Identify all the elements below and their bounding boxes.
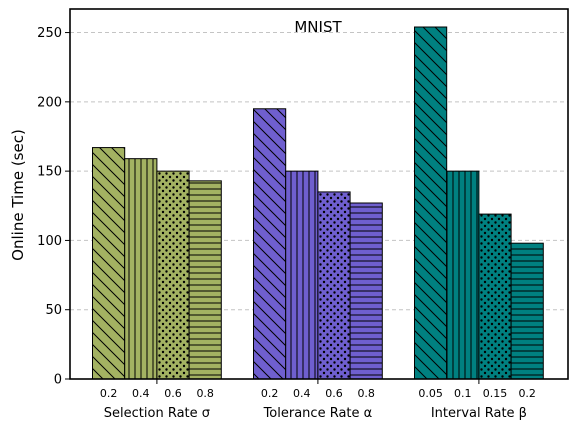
plot-frame [69,8,569,380]
y-tick-label: 0 [54,373,62,388]
bar [92,147,126,380]
x-tick-label: 0.15 [483,387,508,400]
x-group-label: Selection Rate σ [104,406,210,421]
bar [188,180,222,380]
x-tick-label: 0.1 [454,387,472,400]
y-axis-label: Online Time (sec) [9,129,27,261]
bar [156,170,190,380]
chart-title: MNIST [294,18,342,36]
x-tick-label: 0.4 [293,387,311,400]
bar [124,158,158,380]
y-tick-label: 200 [37,95,62,110]
y-tick-label: 150 [37,165,62,180]
bar [414,26,448,380]
x-tick-label: 0.6 [164,387,182,400]
x-tick-label: 0.2 [100,387,118,400]
bar [446,170,480,380]
x-group-label: Tolerance Rate α [263,406,373,421]
x-tick-label: 0.2 [261,387,279,400]
bar [349,202,383,380]
x-tick-label: 0.8 [196,387,214,400]
axes: 0.2 0.4 0.6 0.8 Selection Rate σ 0.2 0.4 0.6 0.8… [37,8,569,421]
x-tick-label: 0.4 [132,387,150,400]
x-tick-label: 0.6 [325,387,343,400]
bars [92,26,544,380]
bar [317,191,351,380]
x-tick-label: 0.05 [418,387,443,400]
bar [478,213,512,380]
bar [510,242,544,380]
bar [285,170,319,380]
y-tick-label: 250 [37,26,62,41]
x-group-label: Interval Rate β [431,406,527,421]
y-tick-label: 50 [45,303,62,318]
y-tick-label: 100 [37,234,62,249]
x-tick-label: 0.8 [357,387,375,400]
x-tick-label: 0.2 [518,387,536,400]
bar [253,108,287,380]
